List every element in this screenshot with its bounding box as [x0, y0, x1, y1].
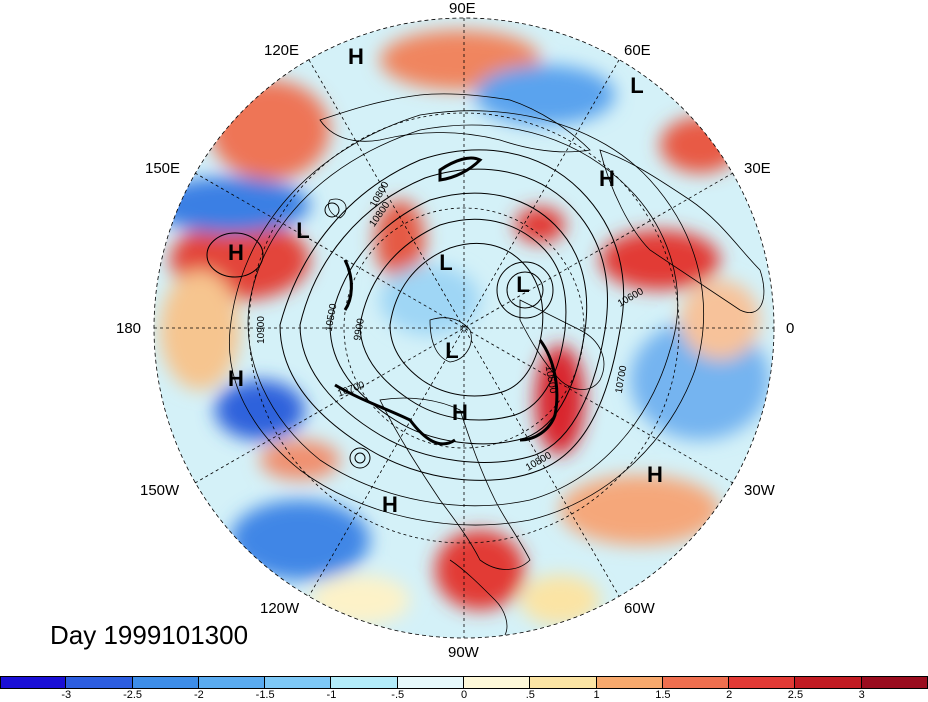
geopotential-contours — [206, 110, 704, 526]
colorbar-swatch — [397, 676, 464, 689]
high-pressure-label: H — [348, 44, 364, 69]
lon-label-0: 0 — [786, 320, 795, 337]
lon-label-30e: 30E — [744, 160, 771, 177]
colorbar-swatch — [463, 676, 531, 689]
colorbar-tick-label: -.5 — [391, 689, 405, 701]
low-pressure-label: L — [439, 250, 452, 275]
colorbar-swatch — [0, 676, 67, 689]
colorbar-tick-label: 0 — [460, 689, 468, 701]
high-pressure-label: H — [452, 400, 468, 425]
contour-value-label: 9900 — [352, 317, 367, 341]
lon-label-60w: 60W — [624, 600, 655, 617]
lon-label-60e: 60E — [624, 42, 651, 59]
contour-value-label: 10500 — [324, 302, 340, 332]
low-pressure-label: L — [445, 338, 458, 363]
colorbar-swatch — [729, 676, 796, 689]
lon-label-180: 180 — [116, 320, 142, 337]
low-pressure-label: L — [296, 218, 309, 243]
lon-label-30w: 30W — [744, 482, 775, 499]
contour-value-label: 10900 — [256, 316, 267, 344]
colorbar-swatch — [662, 676, 730, 689]
low-pressure-label: L — [630, 73, 643, 98]
colorbar-tick-label: 1 — [593, 689, 600, 701]
contour-value-label: 10700 — [614, 364, 630, 394]
lon-label-120w: 120W — [260, 600, 300, 617]
colorbar-tick-label: -3 — [61, 689, 72, 701]
colorbar-tick-label: 2.5 — [787, 689, 804, 701]
colorbar-tick-label: -1.5 — [255, 689, 275, 701]
colorbar-tick-label: .5 — [525, 689, 535, 701]
low-pressure-label: L — [516, 272, 529, 297]
colorbar-swatch — [132, 676, 199, 689]
colorbar-frame — [0, 676, 928, 689]
colorbar-swatch — [265, 676, 332, 689]
colorbar-tick-label: 2 — [726, 689, 733, 701]
contour-value-label: 10500 — [543, 365, 559, 395]
pressure-system-labels: H L H L H L L H L H H H — [228, 44, 663, 517]
colorbar-swatch — [198, 676, 266, 689]
colorbar-swatch — [795, 676, 862, 689]
graticule — [153, 17, 775, 639]
colorbar-tick-label: 1.5 — [655, 689, 671, 701]
lon-label-120e: 120E — [264, 42, 300, 59]
colorbar-tick-label: 3 — [858, 689, 865, 701]
high-pressure-label: H — [599, 166, 615, 191]
lon-label-90w: 90W — [448, 644, 479, 661]
map-title: Day 1999101300 — [50, 620, 249, 650]
lon-label-150w: 150W — [140, 482, 180, 499]
high-pressure-label: H — [228, 366, 244, 391]
colorbar-swatch — [331, 676, 398, 689]
high-pressure-label: H — [647, 462, 663, 487]
lon-label-150e: 150E — [145, 160, 181, 177]
high-pressure-label: H — [382, 492, 398, 517]
colorbar-tick-label: -1 — [326, 689, 337, 701]
colorbar-swatch — [596, 676, 663, 689]
colorbar-swatch — [530, 676, 597, 689]
lon-label-90e: 90E — [449, 0, 476, 17]
coastlines — [319, 93, 765, 636]
colorbar-tick-label: -2.5 — [123, 689, 143, 701]
high-pressure-label: H — [228, 240, 244, 265]
colorbar-swatch — [66, 676, 133, 689]
colorbar-tick-label: -2 — [193, 689, 204, 701]
colorbar — [0, 676, 928, 689]
